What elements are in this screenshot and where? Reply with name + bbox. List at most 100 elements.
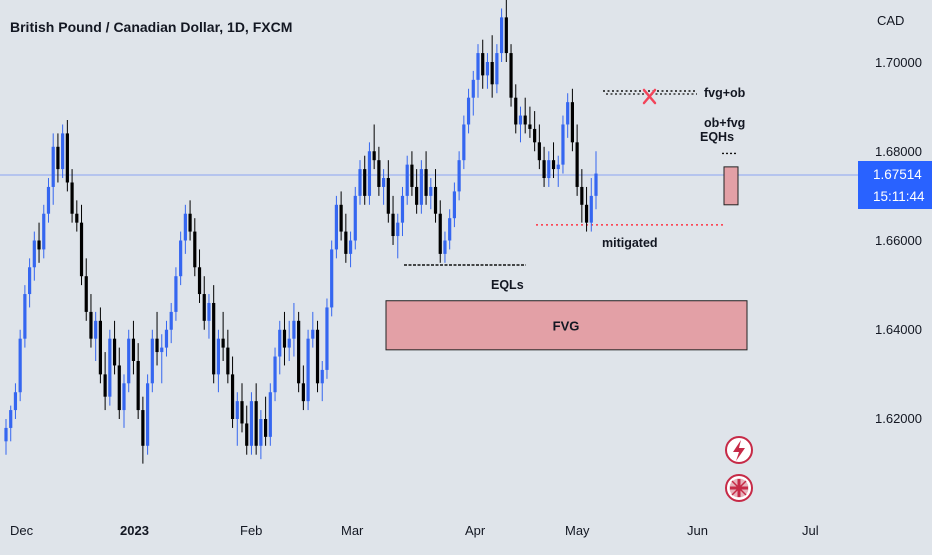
candle-body (330, 249, 334, 308)
candle-body (504, 17, 508, 54)
candle-body (117, 365, 121, 411)
candle-body (462, 124, 466, 161)
candle-body (547, 160, 551, 179)
candle-body (339, 204, 343, 232)
candle-body (315, 329, 320, 384)
candle-body (9, 410, 13, 428)
label-mitigated: mitigated (602, 236, 658, 250)
candle-body (136, 360, 140, 411)
candle-body (476, 53, 480, 80)
candle-body (37, 240, 41, 250)
candle-body (348, 240, 353, 254)
candle-body (306, 338, 310, 402)
ob-box (723, 166, 739, 206)
label-fvg-zone: FVG (553, 318, 580, 333)
candles-layer (4, 0, 598, 464)
candle-body (28, 267, 32, 295)
candle-body (202, 294, 206, 321)
candle-body (51, 146, 55, 187)
marker-x-icon (642, 88, 657, 105)
candle-body (533, 128, 537, 143)
candle-body (273, 356, 277, 393)
candle-body (466, 97, 471, 125)
candle-body (537, 142, 541, 161)
fvg-zone (385, 300, 748, 351)
candle-body (372, 151, 376, 161)
candle-body (46, 186, 51, 214)
candle-body (438, 213, 442, 254)
candle-body (108, 338, 112, 397)
candle-body (400, 195, 405, 223)
candle-body (98, 320, 102, 375)
candle-body (141, 410, 145, 446)
candle-body (514, 97, 518, 125)
candle-body (103, 374, 107, 397)
candle-body (391, 213, 395, 237)
time-label: Feb (240, 523, 262, 538)
time-axis[interactable]: Dec 2023 Feb Mar Apr May Jun Jul (10, 523, 819, 538)
candle-body (13, 392, 18, 411)
candle-body (183, 213, 187, 241)
candle-body (594, 173, 598, 196)
price-tick: 1.66000 (875, 233, 922, 248)
candle-body (212, 302, 216, 375)
candle-body (131, 338, 136, 361)
label-eqhs: EQHs (700, 130, 734, 144)
label-eqls: EQLs (491, 278, 524, 292)
time-label: Jun (687, 523, 708, 538)
candle-body (122, 383, 126, 411)
candle-body (448, 218, 452, 241)
currency-label: CAD (877, 13, 904, 28)
candle-body (216, 338, 220, 375)
candle-body (377, 160, 381, 187)
candle-body (18, 338, 22, 393)
lightning-icon[interactable] (725, 436, 753, 464)
time-label: Jul (802, 523, 819, 538)
candle-body (160, 347, 164, 353)
candle-body (415, 186, 419, 205)
candle-body (367, 151, 372, 196)
label-fvg-ob: fvg+ob (704, 86, 746, 100)
candle-body (429, 186, 433, 196)
countdown-timer: 15:11:44 (873, 189, 925, 204)
candle-body (556, 164, 560, 170)
uk-flag-icon[interactable] (725, 474, 753, 502)
candle-body (56, 146, 60, 170)
price-tick: 1.68000 (875, 144, 922, 159)
candle-body (363, 169, 367, 196)
candle-body (61, 133, 65, 170)
candle-body (42, 213, 46, 250)
candle-body (287, 338, 291, 348)
candle-body (311, 329, 315, 339)
candle-body (443, 240, 447, 254)
candle-body (495, 53, 499, 85)
candle-body (188, 213, 192, 232)
candle-body (23, 294, 27, 339)
candle-body (518, 115, 523, 125)
candle-body (424, 169, 428, 196)
current-price-badge (858, 161, 932, 209)
price-tick: 1.64000 (875, 322, 922, 337)
candle-body (570, 102, 574, 143)
zones-layer (385, 166, 748, 351)
time-label: 2023 (120, 523, 149, 538)
candle-body (245, 423, 249, 446)
candle-body (4, 427, 8, 442)
candle-body (146, 383, 150, 446)
candle-body (197, 267, 202, 295)
candle-body (301, 383, 305, 402)
candle-body (575, 142, 579, 187)
candle-body (334, 204, 338, 250)
time-label: Dec (10, 523, 34, 538)
candle-body (297, 320, 301, 384)
candle-body (358, 169, 362, 196)
candle-body (254, 401, 258, 446)
price-axis[interactable]: CAD 1.70000 1.68000 1.66000 1.64000 1.62… (858, 13, 932, 426)
chart-title: British Pound / Canadian Dollar, 1D, FXC… (10, 19, 292, 35)
candle-body (127, 338, 131, 384)
candle-body (226, 347, 230, 375)
candle-body (32, 240, 36, 268)
candle-body (485, 62, 490, 76)
